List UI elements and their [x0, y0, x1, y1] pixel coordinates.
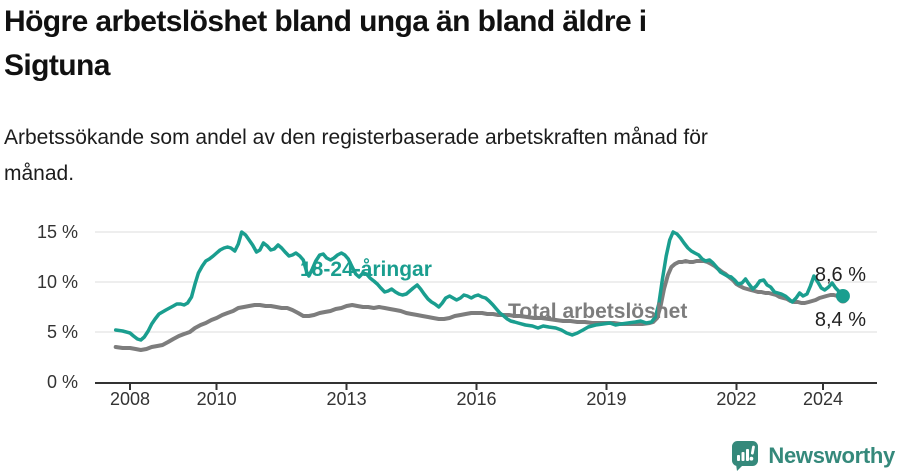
series-label-total: Total arbetslöshet — [508, 300, 687, 323]
x-axis-tick-label: 2022 — [716, 389, 756, 409]
page-title: Högre arbetslöshet bland unga än bland ä… — [4, 0, 884, 87]
series-label-youth: 18-24-åringar — [300, 258, 432, 281]
series-end-dot-youth — [835, 289, 850, 303]
end-value-label-total: 8,4 % — [815, 309, 866, 331]
unemployment-line-chart: 0 % 5 % 10 % 15 % 2008 2010 2013 2016 2019 2022 20… — [37, 222, 877, 409]
x-axis-tick-label: 2010 — [197, 389, 237, 409]
x-axis-tick-label: 2013 — [327, 389, 367, 409]
x-axis-tick-label: 2019 — [586, 389, 626, 409]
page-title-line-2: Sigtuna — [4, 48, 110, 82]
newsworthy-logo-text: Newsworthy — [768, 442, 895, 468]
chart-subtitle-line-1: Arbetssökande som andel av den registerb… — [4, 126, 708, 149]
newsworthy-logo[interactable]: Newsworthy — [731, 440, 895, 471]
x-axis-tick-label: 2024 — [803, 389, 843, 409]
chart-subtitle: Arbetssökande som andel av den registerb… — [4, 120, 864, 191]
y-axis-tick-label: 10 % — [37, 272, 78, 292]
x-axis-tick-label: 2016 — [456, 389, 496, 409]
series-line-total — [113, 259, 845, 352]
y-axis-tick-label: 5 % — [47, 322, 78, 342]
y-axis-tick-label: 15 % — [37, 222, 78, 242]
series-line-youth — [113, 230, 845, 342]
page-title-line-1: Högre arbetslöshet bland unga än bland ä… — [4, 5, 647, 38]
end-value-label-youth: 8,6 % — [815, 264, 866, 286]
x-axis-tick-label: 2008 — [110, 389, 150, 409]
chart-subtitle-line-2: månad. — [4, 161, 75, 185]
y-axis-tick-label: 0 % — [47, 372, 78, 392]
newsworthy-logo-icon — [731, 440, 759, 471]
